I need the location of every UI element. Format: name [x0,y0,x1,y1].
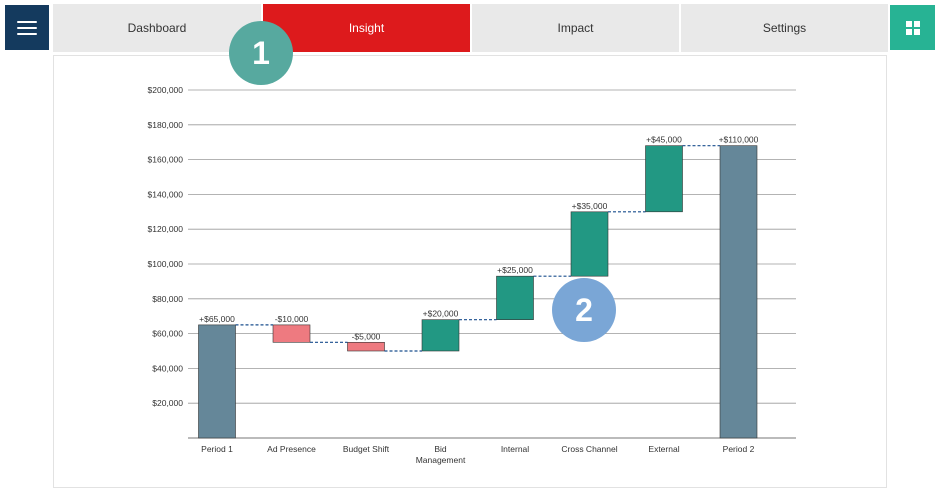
grid-view-icon [905,20,920,35]
step-badge-1: 1 [229,21,293,85]
step-badge-2: 2 [552,278,616,342]
tab-insight[interactable]: Insight [263,4,470,52]
tab-impact[interactable]: Impact [472,4,679,52]
tab-settings[interactable]: Settings [681,4,888,52]
main-menu-button[interactable] [5,5,49,50]
chart-panel [53,55,887,488]
hamburger-menu-icon [17,20,37,35]
grid-view-button[interactable] [890,5,935,50]
tab-dashboard[interactable]: Dashboard [53,4,261,52]
